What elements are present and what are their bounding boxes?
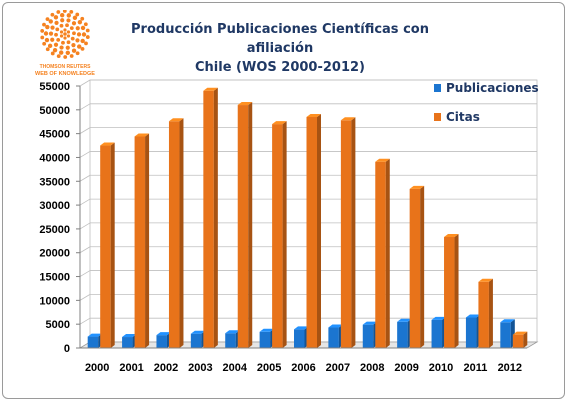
gridline-diag [79, 222, 91, 230]
x-tick-label: 2002 [154, 362, 178, 374]
gridline-diag [79, 317, 91, 325]
x-tick-label: 2000 [85, 362, 109, 374]
bar-citas-2000 [100, 142, 115, 348]
legend-item-citas: Citas [434, 110, 480, 124]
bar-publicaciones-2008 [362, 321, 378, 348]
x-tick-label: 2003 [188, 362, 212, 374]
gridline-diag [79, 79, 91, 87]
bar-citas-2009 [409, 185, 425, 348]
bar-publicaciones-2000 [87, 333, 103, 348]
bar-citas-2008 [375, 158, 390, 348]
bar-publicaciones-2010 [431, 316, 447, 348]
legend-label: Citas [446, 110, 480, 124]
gridline-diag [79, 127, 91, 134]
bar-publicaciones-2003 [190, 330, 206, 348]
axes: 0 5000 10000 15000 20000 25000 30000 35000 40000… [39, 81, 527, 374]
y-tick-label: 55000 [39, 81, 70, 93]
logo-line2: WEB OF KNOWLEDGE [35, 71, 95, 77]
gridline-diag [79, 151, 91, 158]
bar-publicaciones-2006 [294, 326, 309, 348]
y-tick-label: 5000 [46, 319, 70, 331]
x-tick-label: 2010 [429, 362, 453, 374]
x-tick-label: 2007 [326, 362, 350, 374]
legend-swatch [434, 113, 441, 121]
bar-citas-2003 [203, 87, 218, 348]
legend-swatch [434, 84, 441, 92]
gridline-diag [79, 246, 91, 254]
x-tick-label: 2001 [119, 362, 143, 374]
bar-publicaciones-2001 [122, 334, 137, 348]
y-tick-label: 15000 [39, 272, 70, 284]
bar-publicaciones-2002 [156, 332, 171, 348]
chart-title: Producción Publicaciones Científicas con… [110, 20, 450, 77]
bar-citas-2004 [237, 102, 253, 349]
y-tick-label: 20000 [39, 248, 70, 260]
x-tick-label: 2008 [360, 362, 384, 374]
bar-citas-2010 [444, 234, 459, 348]
chart-title-line1: Producción Publicaciones Científicas con… [131, 22, 429, 56]
x-tick-label: 2009 [394, 362, 418, 374]
legend-item-publicaciones: Publicaciones [434, 81, 539, 95]
bar-publicaciones-2004 [225, 330, 240, 348]
bar-citas-2006 [306, 113, 321, 348]
y-tick-label: 40000 [39, 152, 70, 164]
logo-line1: THOMSON REUTERS [40, 64, 92, 70]
bar-publicaciones-2011 [465, 314, 481, 348]
y-tick-label: 35000 [39, 176, 70, 188]
gridline-diag [79, 270, 91, 277]
legend: Publicaciones Citas [434, 81, 539, 124]
gridline-diag [79, 174, 91, 182]
bar-citas-2005 [272, 121, 287, 348]
bar-publicaciones-2009 [397, 318, 412, 348]
gridline-diag [79, 294, 91, 301]
bar-citas-2012 [512, 331, 528, 348]
bar-citas-2007 [340, 117, 356, 348]
legend-label: Publicaciones [446, 81, 539, 95]
bar-citas-2002 [168, 118, 184, 348]
y-tick-label: 30000 [39, 200, 70, 212]
x-tick-label: 2011 [463, 362, 487, 374]
y-tick-label: 45000 [39, 129, 70, 141]
x-tick-label: 2006 [291, 362, 315, 374]
x-tick-label: 2012 [498, 362, 522, 374]
bar-citas-2001 [134, 133, 150, 348]
bars [87, 87, 528, 349]
x-tick-label: 2005 [257, 362, 281, 374]
bar-citas-2011 [478, 278, 493, 348]
bar-publicaciones-2007 [328, 324, 343, 348]
y-tick-label: 0 [64, 343, 70, 355]
y-tick-label: 10000 [39, 295, 70, 307]
bar-publicaciones-2012 [500, 319, 515, 348]
gridline-diag [79, 198, 91, 206]
thomson-reuters-logo-icon: THOMSON REUTERS WEB OF KNOWLEDGE [35, 10, 95, 77]
x-tick-label: 2004 [222, 362, 247, 374]
gridline-diag [79, 103, 91, 111]
bar-publicaciones-2005 [259, 328, 275, 348]
y-tick-label: 50000 [39, 105, 70, 117]
y-tick-label: 25000 [39, 224, 70, 236]
chart-title-line2: Chile (WOS 2000-2012) [195, 60, 365, 75]
